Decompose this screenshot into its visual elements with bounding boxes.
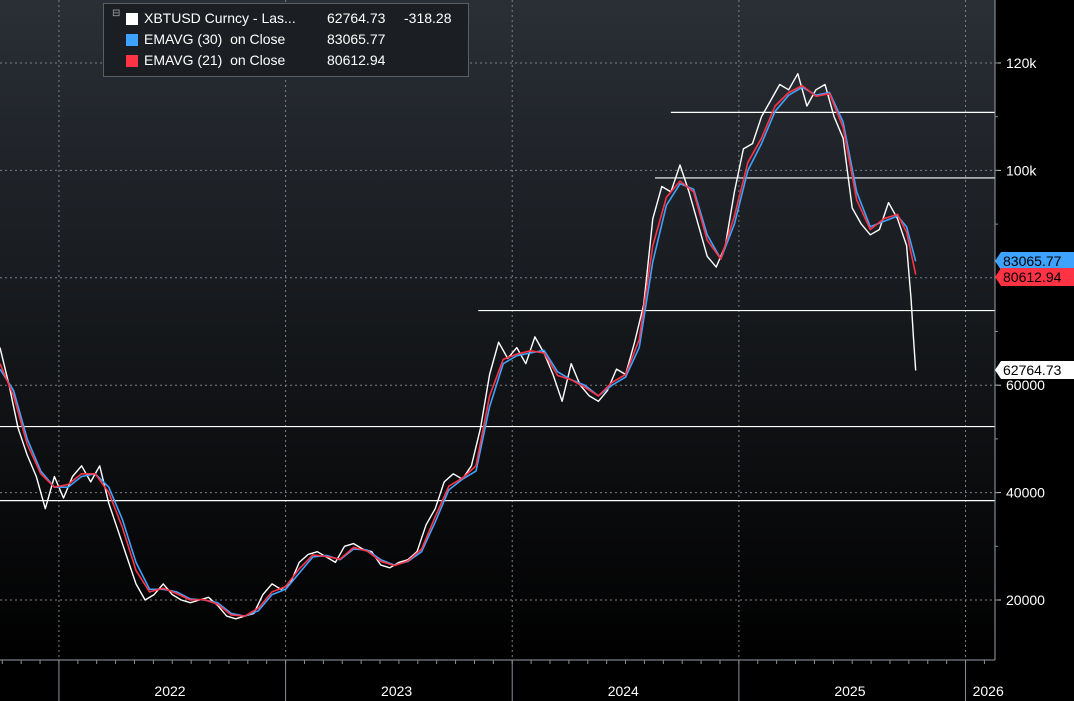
- y-tick-label: 40000: [1006, 485, 1045, 501]
- y-tick-label: 100k: [1006, 162, 1037, 178]
- legend-label: EMAVG (30) on Close: [144, 31, 286, 47]
- price-tag-label: 83065.77: [1003, 253, 1062, 269]
- price-tag: 83065.77: [995, 252, 1074, 270]
- legend-label: EMAVG (21) on Close: [144, 52, 286, 68]
- ema30-series-line: [0, 86, 917, 617]
- ema21-series-line: [0, 84, 917, 617]
- series-lines: [0, 72, 917, 620]
- legend-value: 62764.73: [327, 10, 386, 26]
- y-axis-ticks: 20000 40000 60000 100k 120k: [995, 55, 1045, 608]
- y-tick-label: 120k: [1006, 55, 1037, 71]
- price-tag-label: 62764.73: [1003, 362, 1062, 378]
- legend-tree-icon: ⊟: [112, 8, 121, 19]
- y-tick-label: 60000: [1006, 377, 1045, 393]
- legend-item-ema21: EMAVG (21) on Close 80612.94: [104, 51, 470, 71]
- x-tick-label: 2025: [834, 683, 865, 699]
- legend-label: XBTUSD Curncy - Las...: [144, 10, 296, 26]
- price-tag-shape: [995, 252, 1074, 270]
- y-tick-label: 20000: [1006, 592, 1045, 608]
- x-axis-ticks: 2022 2023 2024 2025 2026: [1, 660, 1004, 701]
- legend-swatch: [126, 55, 138, 67]
- price-tag-label: 80612.94: [1003, 269, 1062, 285]
- legend-value: 83065.77: [327, 31, 386, 47]
- legend-item-price: XBTUSD Curncy - Las... 62764.73 -318.28: [104, 9, 470, 29]
- x-tick-label: 2022: [154, 683, 185, 699]
- price-tag-shape: [995, 361, 1074, 379]
- price-tag-shape: [995, 268, 1074, 286]
- price-tag: 80612.94: [995, 268, 1074, 286]
- x-tick-label: 2023: [381, 683, 412, 699]
- horizontal-levels: [0, 111, 995, 502]
- price-series-line: [0, 72, 917, 620]
- legend-value: 80612.94: [327, 52, 386, 68]
- legend-change: -318.28: [404, 10, 452, 26]
- legend-swatch: [126, 13, 138, 25]
- x-tick-label: 2024: [608, 683, 639, 699]
- price-tag: 62764.73: [995, 361, 1074, 379]
- plot-background: [0, 0, 995, 660]
- legend: ⊟ XBTUSD Curncy - Las... 62764.73 -318.2…: [103, 3, 469, 77]
- legend-item-ema30: EMAVG (30) on Close 83065.77: [104, 30, 470, 50]
- legend-swatch: [126, 34, 138, 46]
- x-tick-label: 2026: [973, 683, 1004, 699]
